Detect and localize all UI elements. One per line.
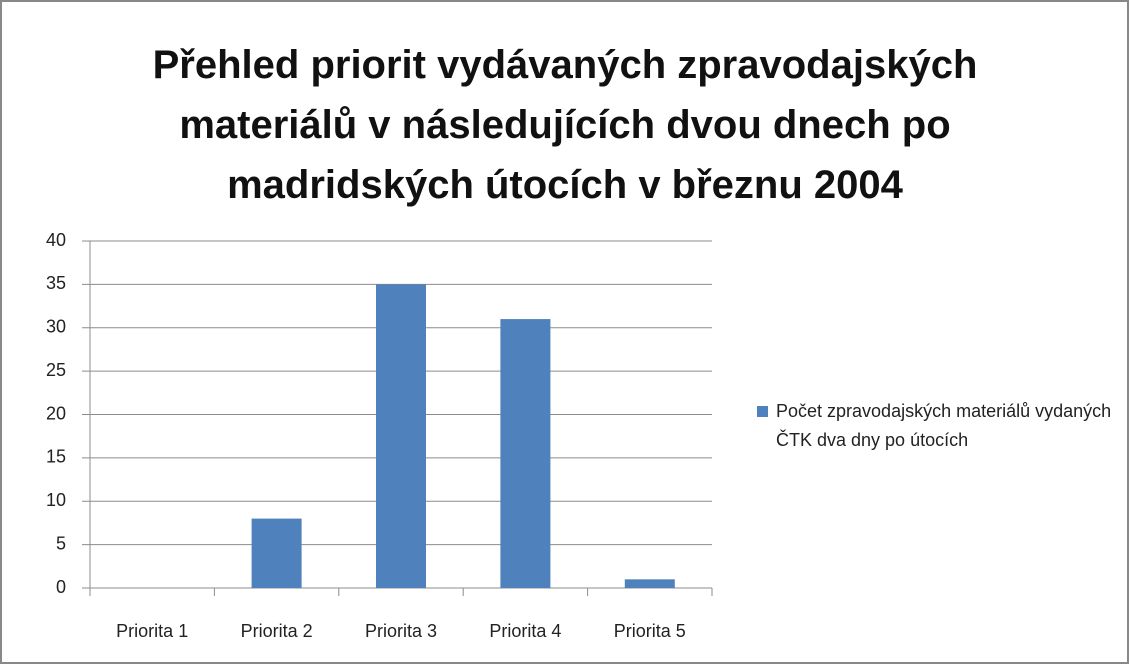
x-tick-label: Priorita 2	[241, 621, 313, 641]
y-tick-label: 15	[46, 447, 66, 467]
x-tick-label: Priorita 5	[614, 621, 686, 641]
y-tick-label: 0	[56, 577, 66, 597]
bar	[251, 518, 302, 588]
bar	[376, 284, 426, 588]
bar	[624, 579, 675, 588]
legend-label: Počet zpravodajských materiálů vydaných …	[776, 401, 1112, 450]
legend: Počet zpravodajských materiálů vydaných …	[757, 397, 1117, 455]
bar	[500, 319, 551, 588]
y-tick-label: 25	[46, 360, 66, 380]
y-tick-label: 30	[46, 317, 66, 337]
y-tick-label: 10	[46, 490, 66, 510]
x-tick-label: Priorita 3	[365, 621, 437, 641]
legend-swatch	[757, 406, 768, 417]
y-tick-label: 40	[46, 230, 66, 250]
x-tick-label: Priorita 1	[116, 621, 188, 641]
y-tick-label: 35	[46, 273, 66, 293]
y-tick-label: 20	[46, 403, 66, 423]
chart-title: Přehled priorit vydávaných zpravodajskýc…	[152, 43, 978, 207]
y-tick-label: 5	[56, 533, 66, 553]
x-tick-label: Priorita 4	[489, 621, 561, 641]
